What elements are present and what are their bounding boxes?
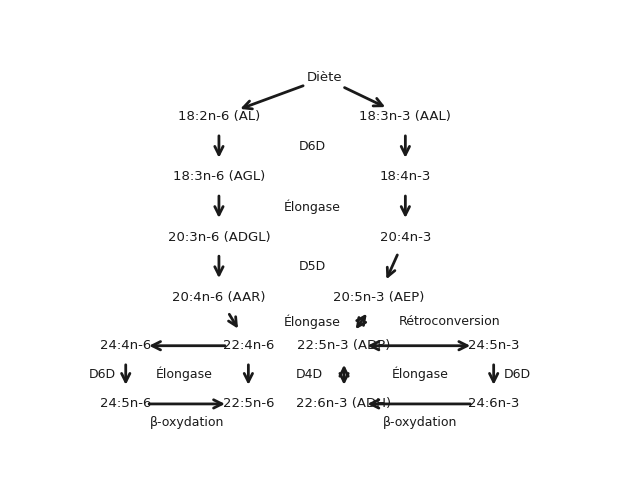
Text: D4D: D4D	[296, 367, 323, 381]
Text: 18:3n-3 (AAL): 18:3n-3 (AAL)	[360, 110, 451, 123]
Text: D5D: D5D	[299, 261, 326, 274]
Text: Rétroconversion: Rétroconversion	[399, 315, 500, 328]
Text: β-oxydation: β-oxydation	[383, 416, 457, 429]
Text: 22:5n-3 (ADP): 22:5n-3 (ADP)	[298, 339, 391, 352]
Text: 24:6n-3: 24:6n-3	[468, 398, 519, 410]
Text: 18:4n-3: 18:4n-3	[380, 170, 431, 183]
Text: 18:2n-6 (AL): 18:2n-6 (AL)	[178, 110, 260, 123]
Text: 20:4n-6 (AAR): 20:4n-6 (AAR)	[172, 291, 266, 304]
Text: β-oxydation: β-oxydation	[150, 416, 224, 429]
Text: Élongase: Élongase	[284, 200, 341, 214]
Text: 20:3n-6 (ADGL): 20:3n-6 (ADGL)	[168, 230, 270, 243]
Text: 24:4n-6: 24:4n-6	[100, 339, 151, 352]
Text: 18:3n-6 (AGL): 18:3n-6 (AGL)	[173, 170, 265, 183]
Text: Élongase: Élongase	[392, 367, 449, 382]
Text: D6D: D6D	[299, 140, 326, 153]
Text: D6D: D6D	[504, 367, 531, 381]
Text: 20:4n-3: 20:4n-3	[380, 230, 431, 243]
Text: 22:6n-3 (ADH): 22:6n-3 (ADH)	[296, 398, 392, 410]
Text: 24:5n-3: 24:5n-3	[468, 339, 520, 352]
Text: D6D: D6D	[89, 367, 116, 381]
Text: Élongase: Élongase	[284, 314, 341, 329]
Text: Diète: Diète	[306, 72, 342, 85]
Text: 24:5n-6: 24:5n-6	[100, 398, 151, 410]
Text: 22:4n-6: 22:4n-6	[223, 339, 274, 352]
Text: Élongase: Élongase	[156, 367, 213, 382]
Text: 22:5n-6: 22:5n-6	[223, 398, 274, 410]
Text: 20:5n-3 (AEP): 20:5n-3 (AEP)	[333, 291, 424, 304]
